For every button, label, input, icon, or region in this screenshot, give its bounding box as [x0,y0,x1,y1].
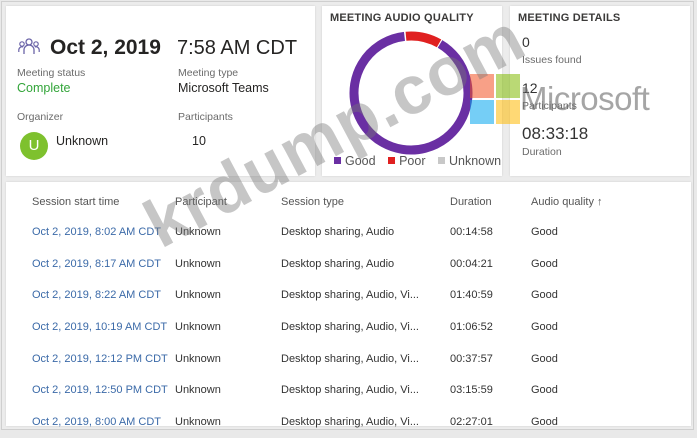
legend-good-label: Good [345,154,376,168]
session-type: Desktop sharing, Audio, Vi... [281,289,419,302]
sessions-table-card: Session start time Participant Session t… [6,182,691,428]
legend-unknown-swatch [437,157,445,164]
session-start-link[interactable]: Oct 2, 2019, 12:12 PM CDT [32,352,168,365]
session-start-link[interactable]: Oct 2, 2019, 8:22 AM CDT [32,289,162,302]
table-row: Oct 2, 2019, 10:19 AM CDT Unknown Deskto… [6,311,691,343]
header-duration[interactable]: Duration [450,196,492,208]
session-participant: Unknown [175,415,221,428]
audio-quality-donut [349,31,473,155]
session-start-link[interactable]: Oct 2, 2019, 8:02 AM CDT [32,225,162,238]
meeting-time: 7:58 AM CDT [177,37,298,59]
table-row: Oct 2, 2019, 8:22 AM CDT Unknown Desktop… [6,279,691,311]
session-duration: 00:37:57 [450,352,493,365]
issues-found-value: 0 [522,34,530,50]
session-start-link[interactable]: Oct 2, 2019, 12:50 PM CDT [32,384,168,397]
meeting-details-title: MEETING DETAILS [518,12,621,24]
organizer-avatar: U [20,132,48,160]
header-audio-quality[interactable]: Audio quality ↑ [531,196,603,208]
meeting-summary-card: Oct 2, 2019 7:58 AM CDT Meeting status C… [6,6,315,176]
participants-label: Participants [178,111,233,123]
participants-value: 10 [192,134,206,148]
duration-value: 08:33:18 [522,124,589,143]
session-type: Desktop sharing, Audio, Vi... [281,320,419,333]
session-duration: 02:27:01 [450,415,493,428]
meeting-details-card: MEETING DETAILS 0 Issues found 12 Partic… [510,6,690,176]
meeting-date: Oct 2, 2019 [50,36,161,59]
donut-segment-good [349,31,473,155]
table-header-row: Session start time Participant Session t… [6,188,691,216]
session-duration: 00:14:58 [450,225,493,238]
meeting-status-value: Complete [17,81,71,95]
session-audio-quality: Good [531,320,558,333]
session-participant: Unknown [175,225,221,238]
duration-label: Duration [522,146,562,158]
session-audio-quality: Good [531,225,558,238]
sessions-table: Session start time Participant Session t… [6,188,691,438]
session-type: Desktop sharing, Audio [281,257,395,270]
details-participants-value: 12 [522,80,538,96]
audio-quality-legend: Good Poor Unknown [334,154,510,168]
legend-unknown: Unknown [437,154,502,168]
legend-poor-label: Poor [399,154,426,168]
organizer-label: Organizer [17,111,64,123]
session-duration: 01:40:59 [450,289,493,302]
audio-quality-card: MEETING AUDIO QUALITY Good Poor Unknown [322,6,502,176]
table-row: Oct 2, 2019, 8:02 AM CDT Unknown Desktop… [6,216,691,248]
legend-unknown-label: Unknown [448,154,502,168]
session-type: Desktop sharing, Audio, Vi... [281,352,419,365]
issues-found-label: Issues found [522,54,582,66]
session-start-link[interactable]: Oct 2, 2019, 10:19 AM CDT [32,320,168,333]
session-start-link[interactable]: Oct 2, 2019, 8:17 AM CDT [32,257,162,270]
donut-segment-poor [349,31,473,155]
session-type: Desktop sharing, Audio [281,225,395,238]
session-duration: 03:15:59 [450,384,493,397]
session-duration: 00:04:21 [450,257,493,270]
session-type: Desktop sharing, Audio, Vi... [281,384,419,397]
legend-poor: Poor [388,154,425,168]
header-session-start-time[interactable]: Session start time [32,196,120,208]
session-audio-quality: Good [531,257,558,270]
organizer-value: Unknown [56,134,109,148]
header-session-type[interactable]: Session type [281,196,344,208]
details-participants-label: Participants [522,100,577,112]
audio-quality-title: MEETING AUDIO QUALITY [330,12,474,24]
meeting-status-label: Meeting status [17,67,86,79]
session-participant: Unknown [175,289,221,302]
table-row: Oct 2, 2019, 12:12 PM CDT Unknown Deskto… [6,343,691,375]
session-audio-quality: Good [531,352,558,365]
session-audio-quality: Good [531,289,558,302]
session-start-link[interactable]: Oct 2, 2019, 8:00 AM CDT [32,415,162,428]
session-participant: Unknown [175,352,221,365]
header-participant[interactable]: Participant [175,196,227,208]
session-duration: 01:06:52 [450,320,493,333]
table-row: Oct 2, 2019, 8:00 AM CDT Unknown Desktop… [6,406,691,438]
table-row: Oct 2, 2019, 12:50 PM CDT Unknown Deskto… [6,374,691,406]
meeting-type-value: Microsoft Teams [178,81,269,95]
legend-good-swatch [334,157,341,164]
session-participant: Unknown [175,257,221,270]
session-audio-quality: Good [531,415,558,428]
meeting-type-label: Meeting type [178,67,239,79]
legend-good: Good [334,154,376,168]
session-type: Desktop sharing, Audio, Vi... [281,415,419,428]
table-row: Oct 2, 2019, 8:17 AM CDT Unknown Desktop… [6,248,691,280]
legend-poor-swatch [388,157,396,164]
session-participant: Unknown [175,384,221,397]
meeting-people-icon [18,38,40,54]
session-participant: Unknown [175,320,221,333]
session-audio-quality: Good [531,384,558,397]
